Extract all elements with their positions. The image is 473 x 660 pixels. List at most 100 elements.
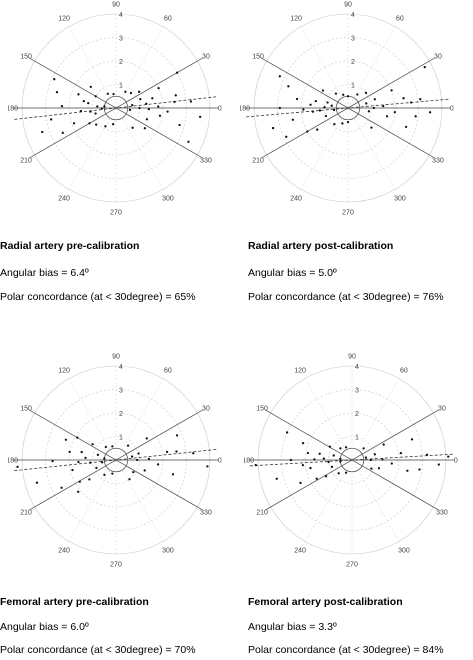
- data-point: [82, 100, 85, 103]
- data-point: [321, 89, 325, 92]
- radial-tick-label: 4: [355, 364, 359, 371]
- bias-line: [14, 96, 218, 120]
- data-point: [339, 457, 342, 460]
- data-point: [206, 465, 209, 468]
- data-point: [425, 453, 429, 456]
- bias-line: [249, 453, 455, 467]
- data-point: [404, 125, 408, 129]
- data-point: [311, 110, 315, 113]
- data-point: [55, 91, 59, 94]
- data-point: [313, 458, 316, 461]
- data-point: [367, 110, 371, 113]
- data-point: [143, 127, 147, 130]
- caption-concordance-femoral-pre: Polar concordance (at < 30degree) = 70%: [0, 644, 196, 656]
- data-point: [80, 450, 83, 454]
- angle-tick-label: 120: [290, 16, 302, 23]
- angle-tick-label: 210: [20, 509, 32, 516]
- data-point: [126, 444, 130, 447]
- radial-tick-label: 2: [119, 59, 123, 66]
- data-point: [77, 490, 80, 493]
- data-point: [79, 109, 83, 113]
- angle-tick-label: 330: [436, 509, 448, 516]
- radial-tick-label: 1: [119, 83, 123, 90]
- data-point: [104, 125, 107, 128]
- data-point: [382, 443, 385, 446]
- data-point: [131, 126, 134, 129]
- data-point: [332, 454, 335, 457]
- data-point: [77, 460, 80, 464]
- data-point: [372, 106, 375, 110]
- caption-concordance-femoral-post: Polar concordance (at < 30degree) = 84%: [248, 644, 444, 656]
- data-point: [342, 93, 345, 96]
- angle-tick-label: 240: [290, 195, 302, 202]
- caption-title-radial-pre: Radial artery pre-calibration: [0, 240, 140, 252]
- angle-tick-label: 0: [454, 458, 458, 465]
- radial-tick-label: 3: [355, 388, 359, 395]
- data-point: [157, 86, 160, 90]
- data-point: [131, 103, 134, 107]
- data-point: [390, 462, 393, 465]
- grid-spoke: [68, 107, 117, 190]
- data-point: [145, 102, 148, 105]
- data-point: [94, 112, 97, 115]
- data-point: [64, 438, 68, 441]
- data-point: [326, 101, 329, 104]
- data-point: [278, 75, 281, 78]
- data-point: [324, 114, 328, 118]
- data-point: [309, 103, 312, 106]
- angle-tick-label: 270: [342, 209, 354, 216]
- data-point: [104, 445, 108, 449]
- radial-tick-label: 2: [351, 59, 355, 66]
- angle-tick-label: 150: [256, 406, 268, 413]
- radial-tick-label: 1: [119, 435, 123, 442]
- data-point: [370, 126, 373, 129]
- data-point: [95, 123, 98, 126]
- angle-tick-label: 300: [162, 547, 174, 554]
- caption-title-femoral-post: Femoral artery post-calibration: [248, 596, 403, 608]
- data-point: [314, 100, 317, 103]
- data-point: [373, 98, 376, 101]
- data-point: [187, 140, 190, 143]
- data-point: [139, 98, 142, 101]
- data-point: [89, 110, 92, 113]
- data-point: [94, 95, 97, 98]
- angle-tick-label: 0: [218, 106, 222, 113]
- angle-tick-label: 180: [244, 458, 254, 465]
- data-point: [390, 89, 393, 92]
- data-point: [318, 109, 322, 112]
- radial-tick-label: 4: [351, 12, 355, 19]
- data-point: [174, 94, 177, 97]
- data-point: [324, 475, 328, 478]
- data-point: [60, 486, 63, 489]
- data-point: [95, 466, 98, 470]
- data-point: [78, 480, 81, 483]
- radial-tick-label: 1: [351, 83, 355, 90]
- data-point: [332, 108, 336, 112]
- data-point: [306, 130, 309, 133]
- data-point: [278, 106, 281, 110]
- caption-title-radial-post: Radial artery post-calibration: [248, 240, 394, 252]
- data-point: [88, 478, 91, 481]
- angle-tick-label: 240: [58, 195, 70, 202]
- data-point: [158, 114, 162, 117]
- data-point: [136, 458, 139, 462]
- radial-tick-label: 4: [119, 12, 123, 19]
- data-point: [192, 452, 195, 455]
- data-point: [369, 458, 372, 462]
- data-point: [103, 105, 106, 108]
- data-point: [301, 442, 305, 445]
- data-point: [89, 85, 92, 89]
- data-point: [71, 468, 74, 472]
- caption-concordance-radial-pre: Polar concordance (at < 30degree) = 65%: [0, 291, 196, 303]
- data-point: [285, 431, 289, 434]
- angle-tick-label: 120: [58, 368, 70, 375]
- data-point: [285, 135, 288, 138]
- data-point: [16, 465, 19, 469]
- radial-tick-label: 2: [119, 411, 123, 418]
- data-point: [60, 104, 64, 108]
- data-point: [410, 101, 413, 104]
- data-point: [41, 130, 44, 134]
- data-point: [96, 105, 99, 108]
- radial-tick-label: 3: [351, 36, 355, 43]
